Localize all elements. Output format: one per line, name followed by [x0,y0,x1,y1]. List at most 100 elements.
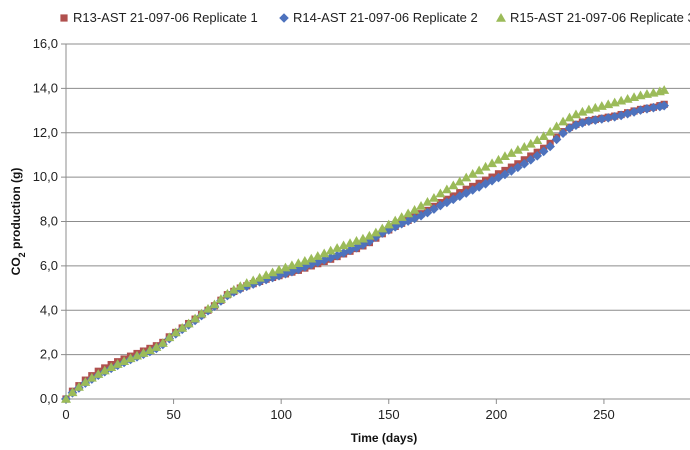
data-point [119,356,130,366]
data-point [338,248,349,258]
x-tick-label: 100 [270,407,292,422]
y-tick-label: 10,0 [33,169,58,184]
data-point [512,145,523,154]
data-point [377,223,388,233]
data-point [293,258,304,267]
data-point [596,114,607,124]
legend-marker [496,13,506,22]
data-point [215,294,226,303]
data-point [545,141,555,152]
legend-label: R14-AST 21-097-06 Replicate 2 [293,10,478,25]
legend-entry-1: R13-AST 21-097-06 Replicate 1 [60,10,258,25]
data-point [73,382,84,391]
data-point [370,227,381,237]
legend-marker [60,14,68,22]
data-point [183,318,194,328]
data-point [570,109,581,119]
data-point [86,372,97,382]
data-point [409,204,420,214]
data-point [99,365,110,375]
data-point [203,303,214,313]
data-point [571,120,581,131]
data-point [332,250,342,261]
data-point [474,165,485,175]
data-point [228,284,239,294]
data-point [428,192,439,202]
data-point [93,369,104,378]
series-2 [61,100,669,404]
data-point [513,162,523,173]
data-point [648,102,659,113]
data-point [390,215,401,225]
data-point [480,161,491,171]
data-point [525,138,536,148]
data-point [332,243,343,252]
data-point [493,172,504,183]
data-point [280,262,291,272]
data-point [551,121,562,131]
x-axis-title: Time (days) [351,431,417,445]
legend-label: R13-AST 21-097-06 Replicate 1 [73,10,258,25]
data-point [454,191,465,202]
y-axis-title-main: CO [9,257,23,275]
data-point [609,111,620,122]
data-point [532,151,543,161]
data-point [558,116,569,126]
series-1 [62,100,668,403]
data-point [364,230,375,240]
data-point [659,100,669,111]
data-point [248,275,259,285]
legend: R13-AST 21-097-06 Replicate 1 R14-AST 21-… [60,10,690,25]
data-point [170,327,181,337]
data-point [267,267,278,277]
data-point [564,112,575,122]
data-point [584,116,594,127]
data-point [383,219,394,229]
data-point [474,182,484,192]
data-point [261,270,272,279]
data-point [409,213,420,224]
legend-entry-3: R15-AST 21-097-06 Replicate 3 [496,10,690,25]
data-point [461,172,472,182]
data-point [467,169,478,178]
data-point [454,176,465,186]
data-point [222,288,233,298]
x-tick-label: 200 [485,407,507,422]
data-point [299,255,310,265]
data-point [635,105,646,115]
data-point [61,394,71,403]
data-point [274,270,284,281]
data-point [209,299,220,309]
data-point [487,158,498,168]
data-point [390,222,401,232]
data-point [132,350,143,360]
data-point [487,175,497,186]
data-point [80,377,91,386]
data-point [357,233,368,243]
data-point [287,266,297,277]
y-tick-label: 16,0 [33,36,58,51]
data-point [190,313,201,323]
data-point [545,126,556,136]
axes [61,43,690,404]
data-point [448,180,459,190]
data-point [416,200,427,210]
data-point [590,115,601,125]
data-point [274,264,285,274]
y-axis-title-subscript: 2 [17,252,27,257]
data-point [319,248,330,258]
legend-entry-2: R14-AST 21-097-06 Replicate 2 [279,10,478,25]
data-point [67,387,78,397]
data-point [338,240,349,250]
data-point [532,135,543,145]
data-point [261,274,271,285]
data-point [642,103,652,114]
legend-marker [279,13,289,23]
data-point [429,204,439,214]
data-point [325,253,336,263]
y-axis-title: CO2 production (g) [9,168,27,276]
data-point [448,194,459,205]
series-3 [61,85,670,403]
data-point [461,188,472,198]
x-tick-label: 50 [166,407,180,422]
